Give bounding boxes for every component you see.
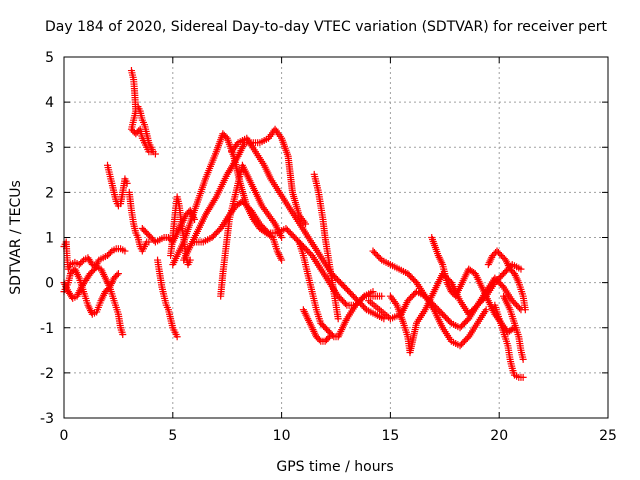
data-point	[325, 333, 333, 341]
series-trace-01	[60, 238, 127, 339]
data-points	[60, 67, 529, 381]
y-tick-label: 5	[45, 50, 54, 66]
y-tick-label: 2	[45, 185, 54, 201]
y-tick-label: 1	[45, 231, 54, 247]
data-point	[361, 304, 369, 312]
data-point	[521, 306, 529, 314]
data-point	[378, 292, 386, 300]
x-tick-label: 25	[599, 428, 617, 444]
x-axis-label: GPS time / hours	[276, 459, 393, 475]
data-point	[106, 249, 114, 257]
series-trace-12	[180, 125, 310, 264]
x-tick-label: 10	[273, 428, 291, 444]
series-trace-15	[228, 134, 388, 323]
series-trace-09	[154, 256, 181, 341]
data-point	[302, 220, 310, 228]
x-tick-label: 5	[168, 428, 177, 444]
data-point	[517, 265, 525, 273]
y-tick-label: 4	[45, 95, 54, 111]
data-point	[121, 247, 129, 255]
y-tick-label: -1	[40, 321, 54, 337]
data-point	[341, 300, 349, 308]
data-point	[446, 318, 454, 326]
data-point	[315, 336, 323, 344]
data-point	[222, 133, 230, 141]
series-trace-04	[104, 161, 131, 210]
data-point	[186, 256, 194, 264]
data-point	[516, 304, 524, 312]
data-point	[334, 315, 342, 323]
series-trace-23	[484, 247, 529, 314]
data-point	[114, 270, 122, 278]
data-point	[376, 255, 384, 263]
data-point	[123, 179, 131, 187]
data-point	[173, 333, 181, 341]
series-trace-24	[491, 301, 527, 381]
series-trace-18	[310, 170, 342, 323]
data-point	[324, 334, 332, 342]
data-point	[113, 271, 121, 279]
data-point	[519, 373, 527, 381]
series-trace-11	[169, 130, 286, 269]
series-trace-25	[500, 292, 527, 363]
y-tick-label: -2	[40, 366, 54, 382]
data-point	[78, 258, 86, 266]
series-trace-10	[167, 193, 194, 269]
data-point	[263, 227, 271, 235]
series-trace-06	[134, 103, 159, 158]
data-point	[482, 306, 490, 314]
data-point	[278, 256, 286, 264]
series-trace-16	[295, 238, 377, 341]
grid-lines	[64, 57, 608, 418]
series-trace-21	[386, 270, 525, 357]
axis-ticks: 0 5 10 15 20 25 -3 -2 -1 0 1 2 3 4 5	[40, 50, 617, 444]
data-point	[119, 331, 127, 339]
series-trace-03	[60, 245, 129, 302]
plot-frame	[63, 56, 609, 419]
series-trace-22	[428, 234, 518, 336]
y-axis-label: SDTVAR / TECUs	[8, 180, 24, 295]
y-tick-label: 3	[45, 140, 54, 156]
y-tick-label: -3	[40, 411, 54, 427]
series-trace-14	[217, 161, 286, 300]
series-trace-17	[299, 306, 333, 345]
series-trace-07	[125, 188, 153, 255]
data-point	[359, 294, 367, 302]
data-point	[151, 150, 159, 158]
data-point	[278, 234, 286, 241]
y-tick-label: 0	[45, 276, 54, 292]
x-tick-label: 15	[381, 428, 399, 444]
data-point	[145, 238, 153, 246]
series-trace-19	[369, 247, 490, 350]
x-tick-label: 20	[490, 428, 508, 444]
data-point	[369, 288, 377, 296]
x-tick-label: 0	[60, 428, 69, 444]
chart-title: Day 184 of 2020, Sidereal Day-to-day VTE…	[45, 19, 607, 35]
data-point	[519, 355, 527, 363]
